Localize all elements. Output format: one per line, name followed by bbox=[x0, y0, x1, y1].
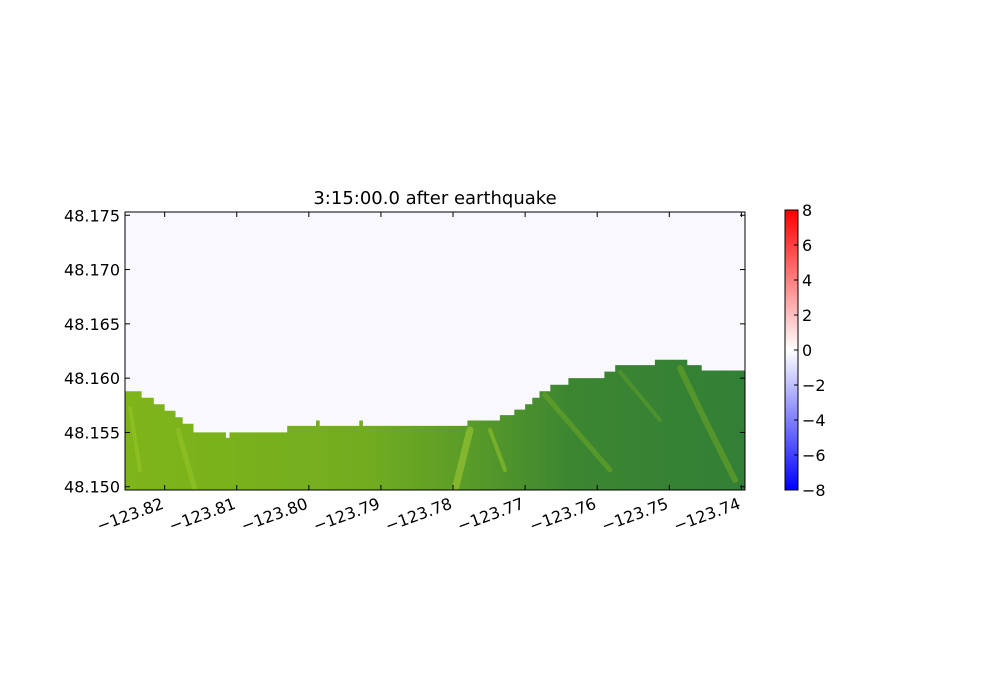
chart-title: 3:15:00.0 after earthquake bbox=[313, 188, 556, 209]
colorbar-tick-label: 4 bbox=[802, 271, 812, 290]
terrain-ridges bbox=[128, 365, 738, 490]
plot-area bbox=[125, 212, 745, 490]
colorbar-tick-label: 8 bbox=[802, 201, 812, 220]
colorbar-ticks: 8 6 4 2 0 −2 −4 −6 −8 bbox=[794, 201, 826, 500]
x-tick-label: −123.79 bbox=[311, 494, 383, 536]
y-tick-label: 48.170 bbox=[64, 261, 120, 280]
colorbar-tick-label: −8 bbox=[802, 481, 826, 500]
colorbar-tick-label: 0 bbox=[802, 341, 812, 360]
terrain-ridge bbox=[542, 392, 613, 473]
x-tick-label: −123.77 bbox=[455, 494, 527, 536]
colorbar-tick-label: −4 bbox=[802, 411, 826, 430]
x-tick-label: −123.78 bbox=[383, 494, 455, 536]
plot-frame bbox=[124, 211, 746, 491]
x-tick-label: −123.82 bbox=[94, 494, 166, 536]
terrain-ridge bbox=[451, 426, 474, 490]
colorbar-tick-label: 6 bbox=[802, 236, 812, 255]
y-tick-label: 48.165 bbox=[64, 315, 120, 334]
colorbar-tick-label: −6 bbox=[802, 446, 826, 465]
terrain-ridge bbox=[175, 427, 198, 490]
y-tick-label: 48.175 bbox=[64, 206, 120, 225]
x-tick-label: −123.80 bbox=[239, 494, 311, 536]
x-tick-label: −123.81 bbox=[166, 494, 238, 536]
terrain-ridge bbox=[677, 365, 738, 483]
y-tick-label: 48.160 bbox=[64, 369, 120, 388]
terrain-ridge bbox=[488, 428, 507, 472]
y-axis: 48.150 48.155 48.160 48.165 48.170 48.175 bbox=[64, 206, 745, 497]
x-tick-label: −123.75 bbox=[599, 494, 671, 536]
terrain-ridge bbox=[128, 406, 142, 472]
y-tick-label: 48.150 bbox=[64, 478, 120, 497]
x-tick-label: −123.74 bbox=[671, 494, 743, 536]
y-tick-label: 48.155 bbox=[64, 423, 120, 442]
colorbar-tick-label: −2 bbox=[802, 376, 826, 395]
land-area bbox=[125, 359, 745, 490]
colorbar: 8 6 4 2 0 −2 −4 −6 −8 bbox=[784, 201, 826, 500]
colorbar-tick-label: 2 bbox=[802, 306, 812, 325]
x-tick-label: −123.76 bbox=[527, 494, 599, 536]
terrain-ridge bbox=[618, 370, 662, 422]
